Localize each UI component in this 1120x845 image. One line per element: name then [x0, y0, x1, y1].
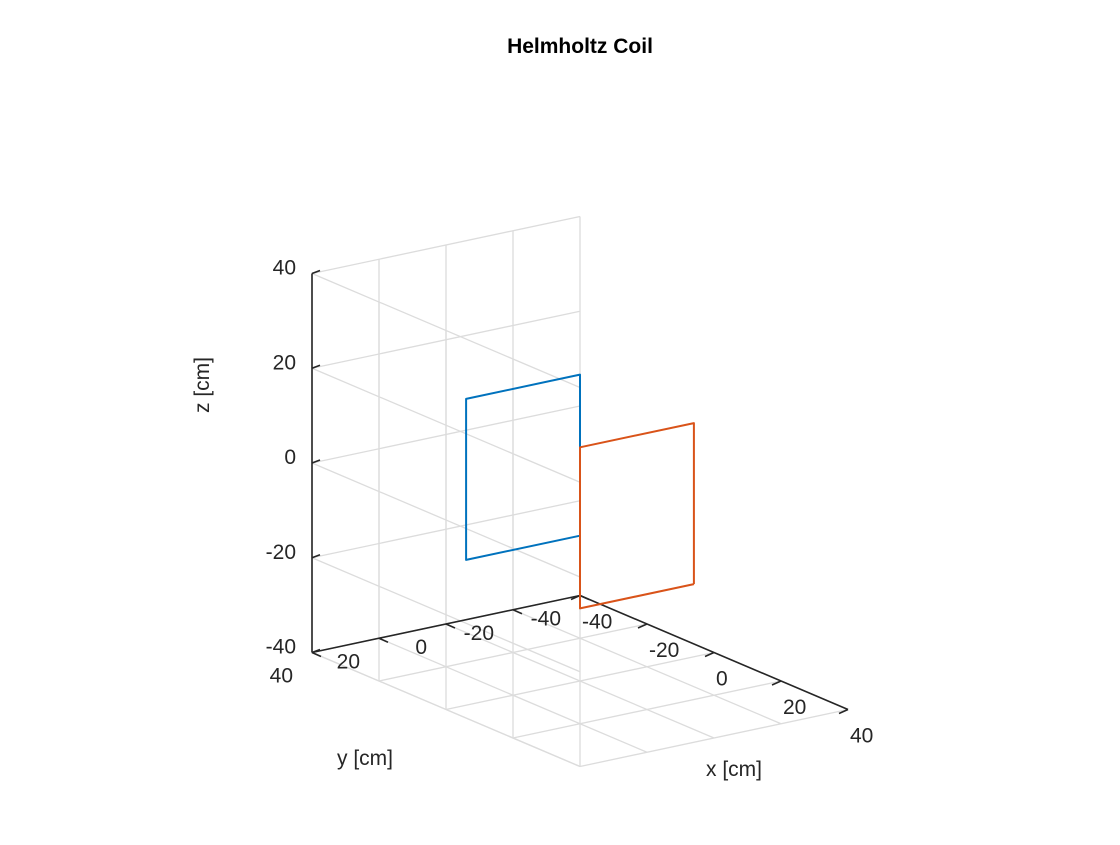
grid-line	[311, 215, 581, 275]
grid-line	[311, 405, 581, 464]
y-axis-label: y [cm]	[337, 747, 393, 770]
y-tick	[311, 651, 322, 658]
y-tick-label: 0	[415, 636, 427, 659]
x-axis-label: x [cm]	[706, 758, 762, 781]
data-layer	[465, 373, 695, 610]
grid-line	[311, 651, 581, 768]
z-tick	[311, 269, 321, 275]
x-tick	[704, 651, 715, 658]
x-tick	[771, 680, 782, 686]
grid-line	[311, 367, 581, 483]
y-tick-label: -20	[464, 622, 494, 645]
y-tick-label: 40	[270, 665, 293, 688]
y-tick	[512, 609, 523, 615]
grid-line	[311, 557, 581, 673]
z-tick-label: -20	[266, 541, 296, 564]
x-tick-label: 40	[850, 725, 873, 748]
x-tick-label: -20	[649, 639, 679, 662]
grid-line	[378, 637, 648, 753]
coil-1-line	[465, 373, 581, 561]
y-tick-label: 20	[337, 650, 360, 673]
y-tick-label: -40	[531, 608, 561, 631]
chart-title: Helmholtz Coil	[507, 35, 653, 58]
y-tick	[378, 637, 389, 643]
x-tick-label: -40	[582, 611, 612, 634]
grid-line	[445, 623, 715, 739]
x-tick-label: 0	[716, 668, 728, 691]
x-tick	[838, 708, 849, 715]
y-tick	[579, 594, 590, 601]
grid-line	[311, 500, 581, 559]
z-axis-label: z [cm]	[191, 357, 214, 413]
z-tick	[311, 459, 321, 464]
coil-2-line	[579, 422, 695, 610]
z-tick-label: 40	[273, 257, 296, 280]
axis-layer	[311, 269, 849, 715]
x-tick	[637, 623, 648, 629]
z-tick-label: 20	[273, 351, 296, 374]
z-tick-label: 0	[284, 446, 296, 469]
grid-line	[311, 272, 581, 389]
x-tick	[570, 594, 581, 601]
z-tick	[311, 554, 321, 559]
x-tick-label: 20	[783, 696, 806, 719]
z-tick-label: -40	[266, 636, 296, 659]
z-tick	[311, 648, 321, 654]
z-tick	[311, 364, 321, 369]
y-tick	[445, 623, 456, 629]
grid-line	[311, 310, 581, 369]
grid-line	[512, 609, 782, 725]
grid-line	[311, 462, 581, 578]
label-layer: Helmholtz Coil x [cm] y [cm] z [cm] -40-…	[191, 35, 873, 781]
